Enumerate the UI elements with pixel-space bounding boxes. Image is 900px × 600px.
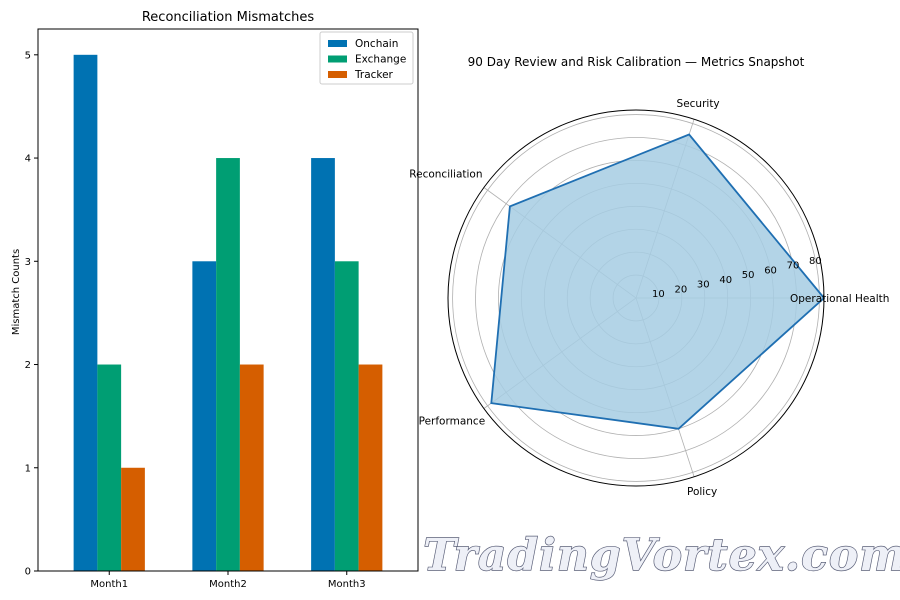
y-tick-label: 1 xyxy=(25,463,31,474)
bar-chart: Reconciliation Mismatches Mismatch Count… xyxy=(11,10,419,590)
bar-onchain-month2 xyxy=(192,261,217,571)
bar-chart-title: Reconciliation Mismatches xyxy=(142,10,314,25)
radar-frame xyxy=(447,109,825,487)
radar-chart: 90 Day Review and Risk Calibration — Met… xyxy=(409,55,889,498)
radar-axis-label-security: Security xyxy=(677,98,720,110)
radar-series-line xyxy=(490,133,826,430)
radar-r-tick-label: 70 xyxy=(787,261,800,272)
watermark: TradingVortex.com xyxy=(423,530,900,581)
legend-label-onchain: Onchain xyxy=(355,38,398,50)
legend-label-tracker: Tracker xyxy=(354,69,394,81)
bar-onchain-month1 xyxy=(73,54,98,572)
radar-r-tick-label: 40 xyxy=(719,275,732,286)
bar-exchange-month1 xyxy=(97,364,122,571)
x-tick-label: Month1 xyxy=(90,579,128,590)
radar-r-tick-label: 30 xyxy=(697,280,710,291)
radar-axis-label-policy: Policy xyxy=(687,486,717,498)
y-tick-label: 2 xyxy=(25,360,31,371)
bar-tracker-month2 xyxy=(239,364,264,571)
bar-onchain-month3 xyxy=(311,158,335,572)
bar-legend: Onchain Exchange Tracker xyxy=(319,31,414,85)
legend-swatch-exchange xyxy=(328,55,347,63)
bar-tracker-month3 xyxy=(358,364,383,571)
y-tick-label: 5 xyxy=(25,50,31,61)
radar-fill xyxy=(491,134,824,429)
bar-chart-ylabel: Mismatch Counts xyxy=(11,249,22,335)
bar-exchange-month2 xyxy=(216,158,240,572)
bar-tracker-month1 xyxy=(121,467,145,571)
radar-chart-title: 90 Day Review and Risk Calibration — Met… xyxy=(468,55,805,69)
radar-r-tick-label: 10 xyxy=(652,289,665,300)
legend-swatch-tracker xyxy=(328,71,347,78)
y-tick-label: 0 xyxy=(25,567,31,578)
radar-r-tick-label: 50 xyxy=(742,270,755,281)
x-tick-label: Month3 xyxy=(328,579,366,590)
radar-r-tick-label: 80 xyxy=(809,256,822,267)
radar-axis-label-operational-health: Operational Health xyxy=(790,293,889,305)
y-tick-label: 4 xyxy=(25,154,31,165)
legend-label-exchange: Exchange xyxy=(355,54,406,66)
bar-plot-frame xyxy=(37,28,419,572)
legend-swatch-onchain xyxy=(328,40,347,47)
bar-plot-area: 0 1 2 3 4 5 Month1 Month2 Month3 xyxy=(25,50,383,590)
radar-axis-label-reconciliation: Reconciliation xyxy=(409,168,482,180)
y-tick-label: 3 xyxy=(25,257,31,268)
radar-axis-label-performance: Performance xyxy=(419,416,486,428)
radar-r-tick-label: 60 xyxy=(764,265,777,276)
bar-exchange-month3 xyxy=(334,261,359,571)
radar-plot-area: 10 20 30 40 50 60 70 80 Operational Health Securi… xyxy=(409,98,889,498)
x-tick-label: Month2 xyxy=(209,579,247,590)
radar-r-tick-label: 20 xyxy=(674,284,687,295)
